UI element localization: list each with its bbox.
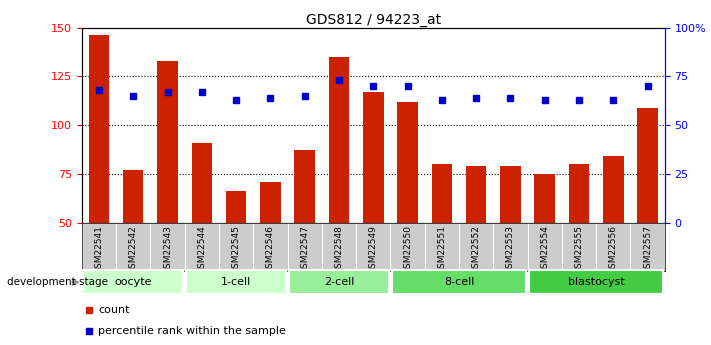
- Bar: [328, 57, 349, 223]
- Bar: [157, 61, 178, 223]
- Bar: [89, 36, 109, 223]
- Text: GSM22544: GSM22544: [197, 225, 206, 274]
- Bar: [569, 164, 589, 223]
- Bar: [397, 102, 418, 223]
- Bar: [83, 270, 183, 294]
- Text: GSM22555: GSM22555: [574, 225, 584, 274]
- Text: GSM22554: GSM22554: [540, 225, 550, 274]
- Text: GSM22550: GSM22550: [403, 225, 412, 274]
- Bar: [226, 191, 247, 223]
- Text: GSM22546: GSM22546: [266, 225, 275, 274]
- Text: GSM22541: GSM22541: [95, 225, 103, 274]
- Text: GSM22547: GSM22547: [300, 225, 309, 274]
- Text: oocyte: oocyte: [114, 277, 152, 287]
- Text: GSM22552: GSM22552: [471, 225, 481, 274]
- Text: GSM22545: GSM22545: [232, 225, 240, 274]
- Text: GSM22553: GSM22553: [506, 225, 515, 274]
- Title: GDS812 / 94223_at: GDS812 / 94223_at: [306, 12, 441, 27]
- Bar: [186, 270, 286, 294]
- Bar: [363, 92, 383, 223]
- Text: 8-cell: 8-cell: [444, 277, 474, 287]
- Bar: [432, 164, 452, 223]
- Text: count: count: [98, 305, 129, 315]
- Bar: [392, 270, 526, 294]
- Bar: [466, 166, 486, 223]
- Text: GSM22548: GSM22548: [334, 225, 343, 274]
- Text: GSM22551: GSM22551: [437, 225, 447, 274]
- Bar: [529, 270, 663, 294]
- Bar: [123, 170, 144, 223]
- Text: percentile rank within the sample: percentile rank within the sample: [98, 326, 286, 336]
- Bar: [260, 181, 281, 223]
- Bar: [637, 108, 658, 223]
- Text: 2-cell: 2-cell: [324, 277, 354, 287]
- Bar: [500, 166, 520, 223]
- Bar: [535, 174, 555, 223]
- Bar: [289, 270, 389, 294]
- Text: GSM22556: GSM22556: [609, 225, 618, 274]
- Text: blastocyst: blastocyst: [568, 277, 624, 287]
- Text: GSM22542: GSM22542: [129, 225, 138, 274]
- Text: GSM22543: GSM22543: [163, 225, 172, 274]
- Text: GSM22557: GSM22557: [643, 225, 652, 274]
- Text: 1-cell: 1-cell: [221, 277, 251, 287]
- Bar: [603, 156, 624, 223]
- Text: GSM22549: GSM22549: [369, 225, 378, 274]
- Text: development stage: development stage: [7, 277, 108, 287]
- Bar: [191, 142, 212, 223]
- Bar: [294, 150, 315, 223]
